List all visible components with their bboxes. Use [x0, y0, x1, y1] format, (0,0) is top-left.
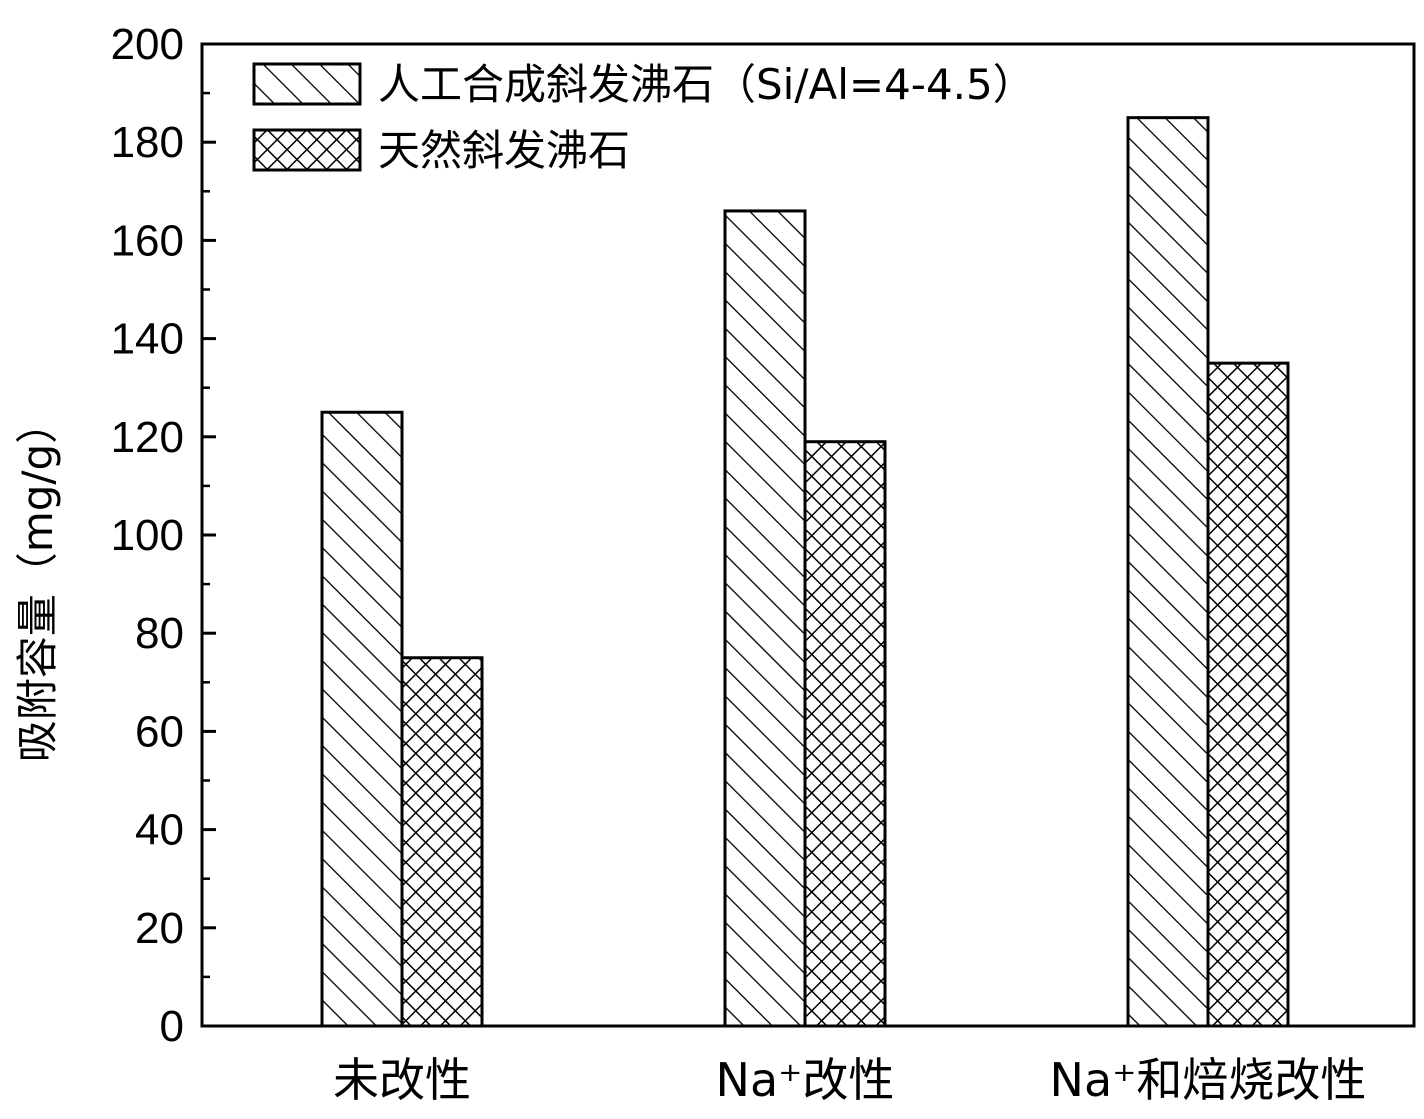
x-category-label: 未改性: [333, 1053, 471, 1107]
legend: 人工合成斜发沸石（Si/Al=4-4.5） 天然斜发沸石: [252, 60, 1035, 175]
y-tick-label: 120: [111, 413, 184, 462]
y-ticks-group: 0 20 40 60 80 100 120 140 160 180 200: [111, 20, 216, 1051]
bars-group: [320, 116, 1290, 1028]
y-tick-label: 80: [135, 609, 184, 658]
x-labels-group: 未改性 Na⁺改性 Na⁺和焙烧改性: [333, 1053, 1366, 1107]
bar-s2-c2: [803, 440, 887, 1028]
bar-s1-c1: [320, 410, 404, 1028]
legend-swatch: [252, 62, 362, 106]
x-category-label: Na⁺和焙烧改性: [1050, 1053, 1367, 1107]
y-tick-label: 60: [135, 707, 184, 756]
y-tick-label: 40: [135, 806, 184, 855]
bar-s1-c2: [723, 209, 807, 1028]
y-tick-label: 100: [111, 511, 184, 560]
y-axis-label: 吸附容量（mg/g）: [13, 402, 62, 762]
bar-s2-c3: [1206, 361, 1290, 1028]
bar-s2-c1: [400, 656, 484, 1028]
y-tick-label: 160: [111, 216, 184, 265]
legend-label: 天然斜发沸石: [378, 126, 630, 175]
legend-swatch: [252, 128, 362, 172]
y-tick-label: 180: [111, 118, 184, 167]
bar-s1-c3: [1126, 116, 1210, 1028]
legend-label: 人工合成斜发沸石（Si/Al=4-4.5）: [378, 60, 1035, 109]
y-tick-label: 200: [111, 20, 184, 69]
y-tick-label: 140: [111, 315, 184, 364]
y-tick-label: 20: [135, 904, 184, 953]
x-category-label: Na⁺改性: [716, 1053, 895, 1107]
y-tick-label: 0: [160, 1002, 184, 1051]
